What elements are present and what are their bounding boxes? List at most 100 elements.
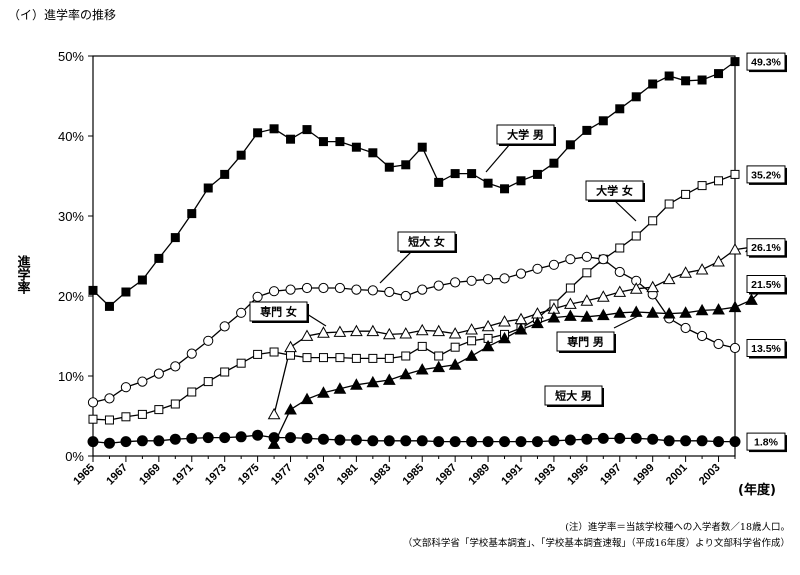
- end-value-label: 35.2%: [751, 169, 781, 181]
- data-point: [284, 403, 297, 415]
- data-point: [548, 435, 560, 447]
- data-point: [516, 176, 526, 186]
- end-label: 13.5%: [746, 339, 787, 359]
- data-point: [236, 150, 246, 160]
- data-point: [465, 349, 478, 361]
- data-point: [401, 160, 411, 170]
- data-point: [712, 255, 725, 267]
- x-tick-label: 2003: [697, 462, 723, 488]
- data-point: [351, 353, 361, 363]
- data-point: [318, 137, 328, 147]
- data-point: [220, 169, 230, 179]
- y-tick-label: 30%: [58, 209, 84, 224]
- annotation-leader: [485, 143, 511, 173]
- data-point: [432, 360, 446, 373]
- end-label: 1.8%: [746, 432, 787, 453]
- data-point: [615, 104, 625, 114]
- data-point: [499, 436, 511, 448]
- x-tick-label: 1997: [598, 462, 624, 488]
- data-point: [137, 275, 147, 285]
- data-point: [153, 368, 164, 379]
- series-line: [92, 434, 735, 444]
- end-label-box: [746, 165, 786, 184]
- data-point: [169, 433, 181, 445]
- annotation-box: [397, 231, 456, 252]
- x-tick-label: 1991: [499, 462, 525, 488]
- data-point: [514, 323, 528, 335]
- data-point: [615, 243, 625, 253]
- data-point: [582, 268, 592, 278]
- data-point: [121, 287, 131, 297]
- x-tick-label: 1985: [401, 462, 427, 488]
- data-point: [481, 339, 495, 352]
- data-point: [581, 251, 592, 262]
- data-point: [465, 323, 478, 335]
- data-point: [401, 351, 411, 361]
- y-tick-label: 20%: [58, 289, 84, 304]
- data-point: [646, 306, 660, 318]
- data-point: [335, 353, 345, 363]
- annotation-leader: [613, 199, 637, 222]
- data-point: [400, 435, 412, 447]
- data-point: [481, 319, 495, 332]
- data-point: [202, 432, 214, 444]
- data-point: [351, 142, 361, 152]
- data-point: [351, 284, 362, 295]
- data-point: [103, 437, 115, 449]
- data-point: [235, 431, 247, 443]
- data-point: [728, 243, 742, 255]
- data-point: [382, 327, 396, 340]
- series-name-label: 専門 男: [567, 335, 604, 349]
- data-point: [728, 300, 742, 313]
- data-point: [646, 280, 660, 293]
- y-tick-label: 0%: [65, 449, 84, 464]
- data-point: [433, 436, 445, 448]
- data-point: [613, 306, 627, 318]
- data-point: [153, 435, 165, 447]
- data-point: [631, 92, 641, 102]
- series-name-label: 短大 女: [408, 235, 445, 249]
- data-point: [137, 409, 147, 419]
- data-point: [317, 326, 330, 338]
- series-name-label: 大学 男: [507, 128, 544, 142]
- x-tick-label: 1999: [631, 462, 657, 488]
- series-name-label: 短大 男: [555, 389, 592, 403]
- data-point: [450, 342, 460, 352]
- end-label: 26.1%: [746, 238, 787, 258]
- data-point: [647, 433, 659, 445]
- series-annotation: 専門 女: [249, 301, 327, 327]
- data-point: [449, 436, 461, 448]
- x-tick-label: 1987: [433, 462, 459, 488]
- data-point: [713, 436, 725, 448]
- annotation-box: [544, 385, 603, 406]
- data-point: [466, 275, 477, 286]
- data-point: [531, 436, 543, 448]
- annotation-box: [496, 124, 555, 145]
- data-point: [729, 436, 741, 448]
- data-point: [564, 297, 577, 309]
- data-point: [680, 322, 691, 334]
- data-point: [515, 436, 527, 448]
- data-point: [253, 128, 263, 138]
- annotation-box: [556, 331, 615, 352]
- data-point: [334, 434, 346, 446]
- data-point: [629, 282, 643, 294]
- data-point: [448, 327, 462, 339]
- end-label-box: [746, 339, 786, 357]
- data-point: [613, 285, 627, 297]
- series-annotation: 大学 女: [585, 180, 645, 222]
- data-point: [136, 435, 148, 447]
- data-point: [300, 329, 314, 341]
- series-annotation: 専門 男: [556, 315, 639, 353]
- data-point: [368, 148, 378, 158]
- data-point: [450, 277, 461, 288]
- end-value-label: 49.3%: [751, 57, 781, 69]
- y-tick-label: 50%: [58, 49, 84, 64]
- data-point: [87, 436, 99, 448]
- data-point: [350, 378, 363, 390]
- data-point: [267, 437, 281, 449]
- data-point: [137, 376, 148, 387]
- data-point: [417, 284, 428, 295]
- footnote-definition: (注）進学率＝当該学校種への入学者数／18歳人口。: [565, 522, 790, 533]
- data-point: [170, 361, 181, 372]
